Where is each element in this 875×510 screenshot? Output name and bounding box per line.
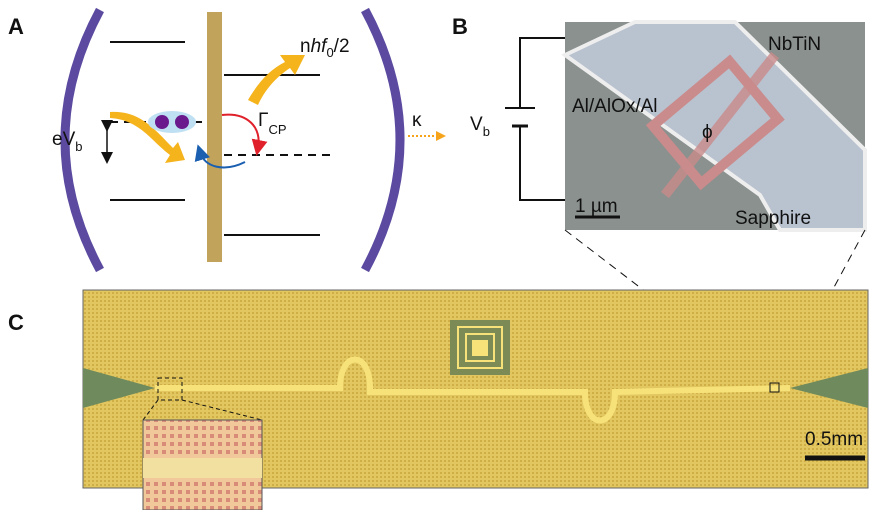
- photon-energy: nhf0/2: [300, 36, 350, 60]
- return-arrow: [194, 144, 246, 169]
- text-part: /2: [334, 36, 350, 57]
- panel-label: A: [8, 14, 24, 39]
- lead-label: NbTiN: [768, 34, 821, 55]
- voltage: Vb: [470, 114, 490, 139]
- scale-label: 0.5mm: [805, 429, 863, 450]
- waveguide: [155, 356, 791, 424]
- text-part: b: [483, 124, 490, 139]
- electron: [175, 115, 189, 129]
- text-part: CP: [268, 122, 286, 137]
- zoom-box: [157, 377, 183, 401]
- panel-label: C: [8, 310, 24, 335]
- inset-line: [143, 458, 262, 478]
- text-part: Γ: [258, 110, 268, 131]
- text-part: n: [300, 36, 311, 57]
- panel-b: Vb NbTiN Al/AlOx/Al ϕ 1 µm Sapphire: [470, 20, 867, 232]
- photon-arrow: [248, 55, 305, 105]
- junction-label: Al/AlOx/Al: [572, 96, 658, 117]
- scale-label: 1 µm: [575, 196, 618, 217]
- rate: ΓCP: [258, 110, 287, 137]
- loss-arrowhead: [436, 131, 446, 141]
- text-part: V: [470, 114, 483, 135]
- loss: κ: [412, 110, 422, 131]
- wire: [519, 126, 565, 201]
- text-part: h: [311, 36, 322, 57]
- tunnel-arrow: [221, 113, 268, 156]
- text-part: eV: [52, 129, 76, 150]
- lead: [661, 51, 779, 199]
- panel-a: nhf0/2 eVb ΓCP κ: [52, 7, 446, 273]
- mirror: [361, 7, 405, 273]
- panel-c: 0.5mm: [82, 289, 869, 510]
- text-part: f: [321, 36, 328, 57]
- phase: ϕ: [702, 122, 713, 143]
- wire: [519, 37, 565, 108]
- zoom-box: [769, 382, 780, 393]
- substrate: Sapphire: [735, 208, 811, 229]
- energy-arrow: [110, 111, 185, 163]
- barrier: [207, 12, 222, 262]
- text-part: b: [75, 139, 82, 154]
- mirror: [60, 7, 104, 273]
- electron: [155, 115, 169, 129]
- panel-label: B: [452, 14, 468, 39]
- text-part: 0: [326, 45, 333, 60]
- bias-energy: eVb: [52, 129, 82, 154]
